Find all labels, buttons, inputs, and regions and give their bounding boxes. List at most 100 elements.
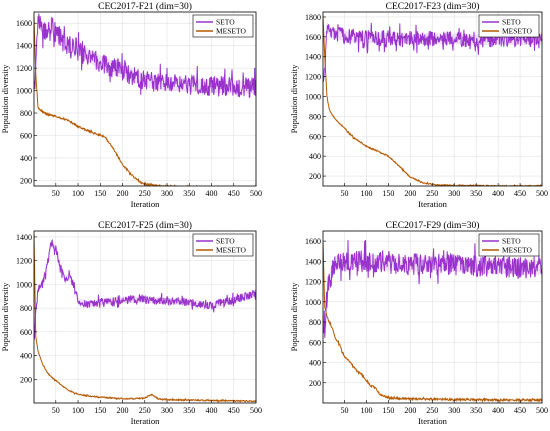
x-axis-label: Iteration — [131, 199, 161, 209]
chart-panel-1: 50 100 150 200 250 300 350 400 450 500 200 400 600 80… — [0, 1, 262, 209]
x-tick-label: 350 — [470, 189, 482, 198]
x-tick-label: 250 — [139, 406, 151, 415]
y-tick-label: 800 — [20, 304, 32, 313]
x-tick-label: 450 — [514, 189, 526, 198]
y-tick-label: 400 — [20, 154, 32, 163]
series-line-meseto — [323, 241, 542, 403]
y-tick-label: 1600 — [305, 237, 321, 246]
y-tick-label: 400 — [20, 352, 32, 361]
y-tick-label: 600 — [309, 338, 321, 347]
y-tick-label: 400 — [309, 152, 321, 161]
y-tick-label: 1200 — [16, 64, 32, 73]
x-tick-label: 250 — [426, 406, 438, 415]
y-tick-label: 1200 — [16, 257, 32, 266]
legend-label: MESETO — [502, 246, 532, 255]
legend-label: MESETO — [216, 246, 246, 255]
x-tick-label: 400 — [492, 406, 504, 415]
x-tick-label: 150 — [382, 406, 394, 415]
x-tick-label: 400 — [492, 189, 504, 198]
legend-label: SETO — [502, 18, 521, 27]
x-tick-label: 500 — [536, 189, 548, 198]
y-tick-label: 200 — [20, 375, 32, 384]
x-axis-label: Iteration — [418, 416, 448, 426]
chart-panel-4: 50 100 150 200 250 300 350 400 450 500 200 400 600 80… — [289, 220, 548, 426]
x-tick-label: 250 — [426, 189, 438, 198]
y-tick-label: 1000 — [16, 87, 32, 96]
y-tick-label: 1000 — [305, 298, 321, 307]
series-line-seto — [34, 238, 256, 341]
x-axis-label: Iteration — [131, 416, 161, 426]
legend-label: SETO — [502, 237, 521, 246]
y-tick-label: 600 — [20, 328, 32, 337]
x-tick-label: 150 — [94, 406, 106, 415]
chart-title: CEC2017-F21 (dim=30) — [98, 1, 192, 12]
y-axis-label: Population diversity — [289, 64, 299, 133]
x-tick-label: 500 — [250, 406, 262, 415]
y-tick-label: 400 — [309, 359, 321, 368]
x-tick-label: 400 — [206, 406, 218, 415]
y-tick-label: 1400 — [305, 257, 321, 266]
x-tick-label: 100 — [72, 189, 84, 198]
x-tick-label: 200 — [404, 406, 416, 415]
x-tick-label: 50 — [341, 406, 349, 415]
series-line-seto — [34, 13, 256, 99]
x-tick-label: 100 — [72, 406, 84, 415]
y-tick-label: 1400 — [16, 42, 32, 51]
chart-title: CEC2017-F25 (dim=30) — [98, 220, 192, 231]
x-tick-label: 500 — [536, 406, 548, 415]
x-tick-label: 100 — [360, 189, 372, 198]
x-tick-label: 450 — [228, 189, 240, 198]
chart-title: CEC2017-F29 (dim=30) — [386, 220, 480, 231]
y-tick-label: 1000 — [16, 280, 32, 289]
y-tick-label: 600 — [20, 131, 32, 140]
x-tick-label: 50 — [52, 406, 60, 415]
x-tick-label: 300 — [161, 189, 173, 198]
x-tick-label: 50 — [341, 189, 349, 198]
x-tick-label: 250 — [139, 189, 151, 198]
x-tick-label: 300 — [161, 406, 173, 415]
y-tick-label: 1200 — [305, 278, 321, 287]
y-tick-label: 1200 — [305, 73, 321, 82]
y-tick-label: 800 — [309, 112, 321, 121]
x-tick-label: 300 — [448, 189, 460, 198]
y-tick-label: 1800 — [305, 13, 321, 22]
x-tick-label: 200 — [404, 189, 416, 198]
y-tick-label: 1000 — [305, 93, 321, 102]
series-line-meseto — [34, 234, 256, 403]
y-axis-label: Population diversity — [0, 64, 10, 133]
x-tick-label: 350 — [183, 406, 195, 415]
y-tick-label: 600 — [309, 132, 321, 141]
x-tick-label: 150 — [94, 189, 106, 198]
y-tick-label: 800 — [309, 318, 321, 327]
legend-label: MESETO — [502, 27, 532, 36]
legend-label: SETO — [216, 18, 235, 27]
y-axis-label: Population diversity — [0, 282, 10, 351]
x-tick-label: 200 — [117, 189, 129, 198]
x-tick-label: 450 — [514, 406, 526, 415]
y-tick-label: 1400 — [16, 233, 32, 242]
x-tick-label: 350 — [183, 189, 195, 198]
y-tick-label: 200 — [309, 172, 321, 181]
y-axis-label: Population diversity — [289, 282, 299, 351]
x-tick-label: 300 — [448, 406, 460, 415]
x-axis-label: Iteration — [418, 199, 448, 209]
x-tick-label: 350 — [470, 406, 482, 415]
x-tick-label: 450 — [228, 406, 240, 415]
chart-panel-2: 50 100 150 200 250 300 350 400 450 500 200 400 600 80… — [289, 1, 548, 209]
chart-panel-3: 50 100 150 200 250 300 350 400 450 500 200 400 600 80… — [0, 220, 262, 426]
y-tick-label: 800 — [20, 109, 32, 118]
legend-label: MESETO — [216, 27, 246, 36]
x-tick-label: 400 — [206, 189, 218, 198]
x-tick-label: 100 — [360, 406, 372, 415]
series-line-seto — [323, 239, 542, 338]
x-tick-label: 200 — [117, 406, 129, 415]
y-tick-label: 200 — [20, 176, 32, 185]
y-tick-label: 200 — [309, 379, 321, 388]
y-tick-label: 1600 — [305, 33, 321, 42]
y-tick-label: 1400 — [305, 53, 321, 62]
